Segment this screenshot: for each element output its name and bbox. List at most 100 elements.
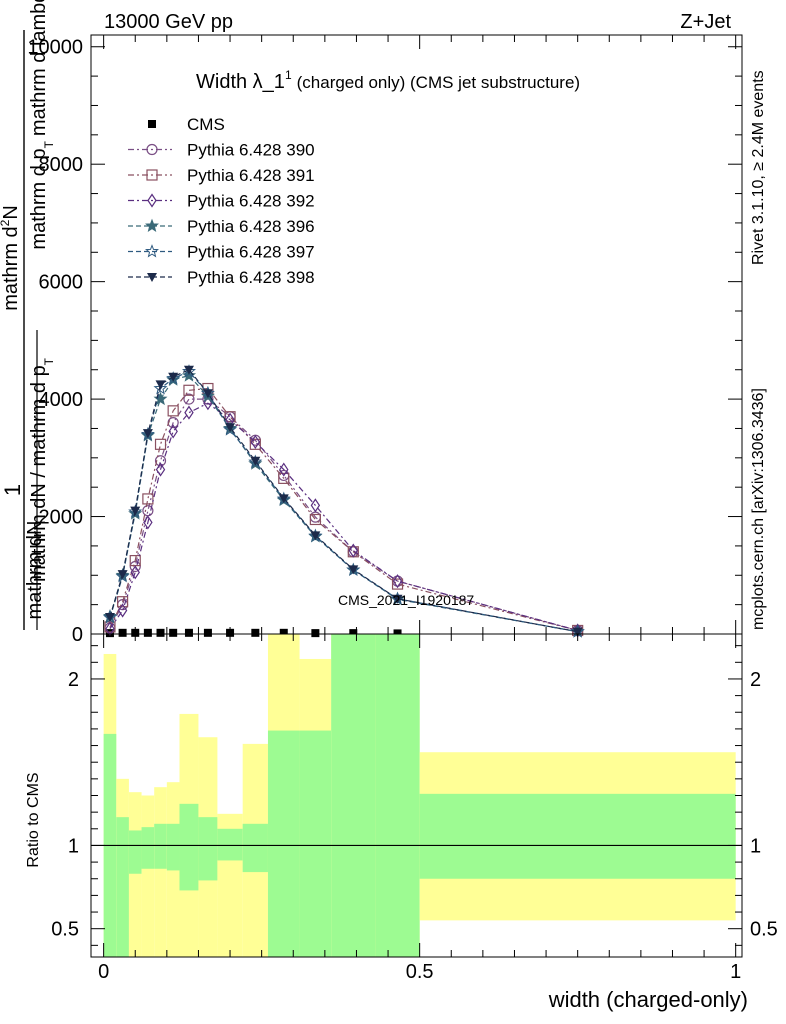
inner-band — [242, 823, 268, 873]
data-point — [104, 612, 115, 622]
data-point — [183, 365, 194, 375]
legend: CMS Pythia 6.428 390 Pythia 6.428 391 Pythi… — [128, 115, 315, 287]
inner-band — [375, 634, 420, 957]
ylabel-numerator-n: N — [0, 205, 22, 219]
chart-title: Width λ_11 (charged only) (CMS jet substr… — [196, 68, 580, 93]
data-point — [251, 628, 260, 637]
header-left: 13000 GeV pp — [104, 11, 233, 33]
legend-label: Pythia 6.428 392 — [187, 192, 315, 211]
data-point — [105, 621, 115, 636]
data-point — [203, 628, 212, 637]
data-point — [184, 628, 193, 637]
upper-ylabel: 1 mathrm d2N mathrm d pTmathrm d lambda … — [0, 0, 56, 630]
legend-label: Pythia 6.428 397 — [187, 243, 315, 262]
data-point — [168, 372, 179, 382]
legend-entry: Pythia 6.428 396 — [128, 217, 315, 236]
lower-panel-bands — [103, 634, 736, 957]
outer-band — [128, 792, 142, 957]
data-point — [154, 438, 167, 450]
data-point — [155, 380, 166, 390]
inner-band — [154, 823, 167, 869]
ratio-tick-label: 2 — [68, 669, 79, 691]
y-tick-label: 10000 — [27, 37, 83, 59]
data-point — [167, 405, 179, 417]
x-tick-label: 0.5 — [406, 961, 434, 983]
data-point — [168, 424, 178, 439]
inner-band — [166, 823, 180, 871]
legend-marker — [148, 120, 156, 128]
chart-title-sup: 1 — [285, 68, 292, 82]
data-point — [203, 396, 213, 411]
data-point — [392, 574, 403, 589]
data-point — [226, 628, 235, 637]
data-point — [310, 498, 321, 513]
inner-band — [217, 828, 243, 861]
data-point — [153, 391, 168, 406]
data-point — [182, 368, 197, 382]
data-point — [279, 462, 289, 477]
watermark: CMS_2021_I1920187 — [338, 592, 474, 608]
legend-entry: Pythia 6.428 397 — [128, 243, 315, 262]
inner-band — [116, 817, 129, 957]
legend-marker — [145, 218, 159, 233]
legend-entry: CMS — [148, 115, 225, 134]
data-point — [279, 628, 288, 637]
data-point — [118, 628, 127, 637]
data-point — [225, 423, 236, 433]
y-tick-label: 6000 — [39, 272, 84, 294]
data-point — [117, 596, 129, 608]
legend-label: Pythia 6.428 390 — [187, 141, 315, 160]
data-point — [169, 628, 178, 637]
data-point — [142, 493, 154, 505]
data-point — [311, 629, 320, 638]
series-6 — [104, 365, 583, 637]
data-point — [278, 472, 290, 484]
lower-ylabel: Ratio to CMS — [25, 772, 42, 867]
x-axis-label: width (charged-only) — [548, 987, 748, 1012]
chart-title-rest: (charged only) (CMS jet substructure) — [297, 73, 580, 92]
ratio-tick-label-right: 1 — [750, 835, 761, 857]
legend-entry: Pythia 6.428 398 — [128, 268, 315, 287]
ratio-tick-label: 0.5 — [51, 919, 79, 941]
data-point — [156, 628, 165, 637]
rivet-label: Rivet 3.1.10, ≥ 2.4M events — [750, 70, 767, 265]
inner-band — [179, 803, 199, 891]
ylabel-one: 1 — [0, 484, 25, 496]
inner-band — [331, 634, 376, 957]
y-tick-label: 2000 — [39, 507, 84, 529]
lower-axis-ticks: 0 0.5 1 0.5 0.5 1 1 2 2 — [51, 634, 778, 983]
data-point — [310, 531, 321, 541]
series-line — [109, 402, 578, 632]
data-point — [155, 462, 166, 477]
legend-entry: Pythia 6.428 390 — [128, 141, 315, 160]
data-point — [391, 578, 404, 590]
upper-axis-ticks: 0 2000 4000 6000 8000 10000 — [27, 35, 742, 646]
ylabel-den-rest: mathrm d lambda — [28, 0, 50, 136]
inner-band — [299, 730, 332, 957]
inner-band — [419, 793, 736, 879]
legend-marker — [146, 143, 158, 156]
y-tick-label: 0 — [72, 624, 83, 646]
ylabel-inner-top: mathrm dN / mathrm d pT — [28, 357, 56, 582]
data-point — [349, 629, 358, 638]
data-point — [130, 565, 140, 580]
ylabel-den-sub: T — [42, 140, 56, 148]
mcplots-label: mcplots.cern.ch [arXiv:1306.3436] — [750, 388, 767, 630]
x-tick-label: 0 — [98, 961, 109, 983]
inner-band — [141, 827, 155, 869]
ylabel-numerator-d: mathrm d — [0, 226, 22, 310]
outer-band — [141, 795, 155, 957]
ylabel-inner-sub: T — [42, 357, 56, 365]
data-point — [393, 629, 402, 638]
data-point — [142, 429, 153, 439]
data-point — [222, 422, 238, 436]
legend-marker — [147, 273, 157, 282]
legend-label: Pythia 6.428 398 — [187, 268, 315, 287]
legend-label: Pythia 6.428 396 — [187, 217, 315, 236]
data-point — [183, 393, 195, 405]
legend-entry: Pythia 6.428 391 — [128, 166, 315, 185]
data-point — [572, 627, 583, 637]
inner-band — [198, 817, 218, 881]
legend-entry: Pythia 6.428 392 — [128, 192, 315, 211]
